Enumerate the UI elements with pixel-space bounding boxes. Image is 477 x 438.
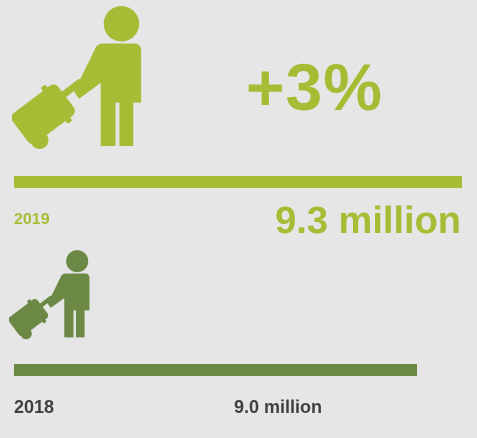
value-label-2018: 9.0 million [233, 397, 322, 417]
year-label-2019: 2019 [14, 211, 50, 228]
traveler-icon-2018 [9, 248, 95, 342]
traveler-with-suitcase-icon [12, 6, 142, 149]
bar-2019 [14, 176, 462, 188]
traveler-icon-2019 [12, 4, 150, 152]
value-label-2019: 9.3 million [275, 200, 461, 242]
change-percentage: +3% [246, 50, 383, 124]
bar-2018 [14, 364, 418, 376]
year-label-2018: 2018 [14, 397, 55, 417]
traveler-with-suitcase-icon [9, 250, 90, 340]
